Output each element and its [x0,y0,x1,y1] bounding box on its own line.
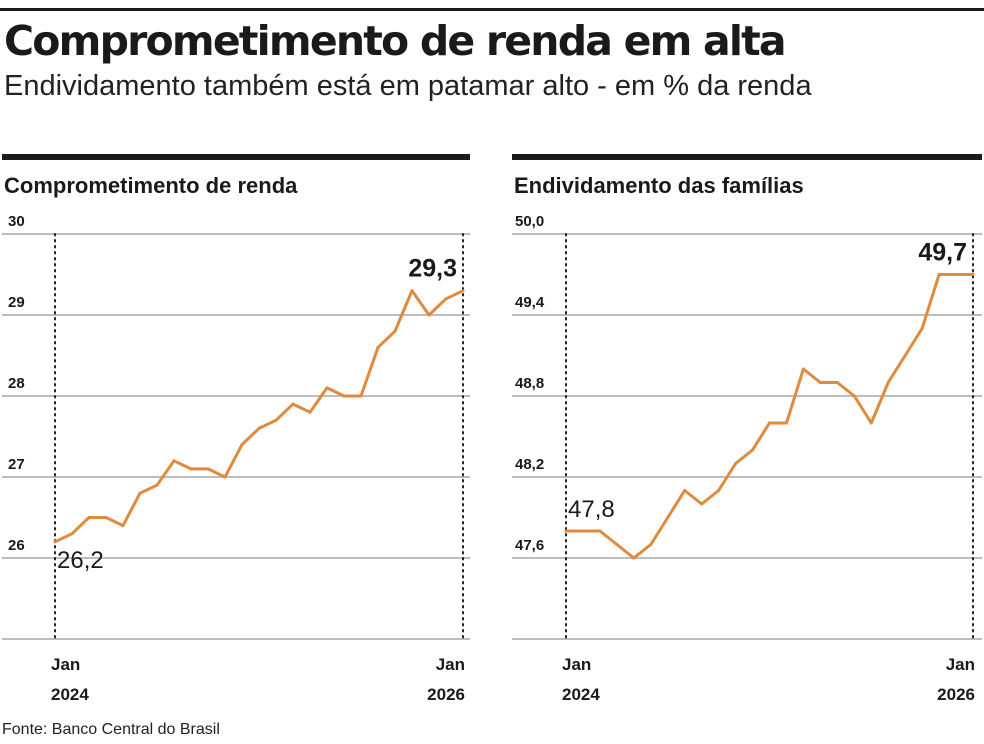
data-point [598,529,602,533]
data-point [155,483,159,487]
data-point [903,354,907,357]
data-point [818,381,822,384]
x-tick-label: Jan [562,655,591,674]
data-point [240,443,244,447]
page-title: Comprometimento de renda em alta [4,17,787,65]
data-point [852,394,856,398]
x-tick-label: 2024 [562,685,600,704]
data-point [53,540,57,544]
data-point [70,532,74,536]
data-point [971,273,975,276]
start-value-label: 47,8 [568,496,615,523]
data-point [649,543,653,546]
top-rule [0,8,984,11]
data-point [886,381,890,384]
y-tick-label: 30 [8,213,25,230]
end-value-label: 29,3 [408,255,457,283]
data-point [308,410,312,414]
data-point [189,467,193,471]
data-point [206,467,210,471]
x-tick-label: Jan [436,655,465,674]
data-point [138,491,142,495]
data-point [172,459,176,463]
data-point [257,426,261,430]
data-point [666,516,670,519]
page-subtitle: Endividamento também está em patamar alt… [4,70,812,102]
source-note: Fonte: Banco Central do Brasil [2,721,220,738]
data-point [920,327,924,330]
data-point [937,273,941,276]
x-tick-label: 2026 [427,685,465,704]
y-tick-label: 29 [8,294,25,311]
chart-right-title: Endividamento das famílias [514,173,804,198]
data-point [835,381,839,384]
data-point [784,421,788,425]
chart-left-title: Comprometimento de renda [4,173,298,198]
y-tick-label: 28 [8,375,25,392]
panel-right-rule [512,154,982,160]
y-tick-label: 48,2 [515,456,544,473]
data-point [869,421,873,425]
data-point [564,529,568,533]
data-point [359,394,363,398]
panel-left-rule [2,154,470,160]
data-point [342,394,346,398]
data-point [461,289,465,293]
data-point [427,313,431,317]
start-value-label: 26,2 [57,547,104,574]
data-point [410,289,414,293]
data-point [223,475,227,479]
data-point [291,402,295,406]
y-tick-label: 50,0 [515,213,544,230]
data-point [717,489,721,492]
y-tick-label: 26 [8,537,25,554]
data-point [700,502,704,506]
data-point [325,386,329,390]
series-line [564,273,975,560]
x-tick-label: Jan [946,655,975,674]
end-value-label: 49,7 [918,239,967,267]
data-point [87,516,91,519]
y-tick-label: 27 [8,456,25,473]
data-point [683,489,687,492]
y-tick-label: 48,8 [515,375,544,392]
data-point [104,516,108,519]
data-point [581,529,585,533]
x-tick-label: 2026 [937,685,975,704]
data-point [632,556,636,560]
y-tick-label: 47,6 [515,537,544,554]
data-point [376,345,380,349]
data-point [954,273,958,276]
data-point [734,462,738,465]
x-tick-label: 2024 [51,685,89,704]
x-tick-label: Jan [51,655,80,674]
y-tick-label: 49,4 [515,294,545,311]
data-point [615,543,619,546]
data-point [768,421,771,425]
data-point [274,418,278,422]
data-point [393,329,397,333]
data-point [751,448,755,452]
data-point [801,367,805,371]
data-point [121,524,125,528]
data-point [444,297,448,301]
